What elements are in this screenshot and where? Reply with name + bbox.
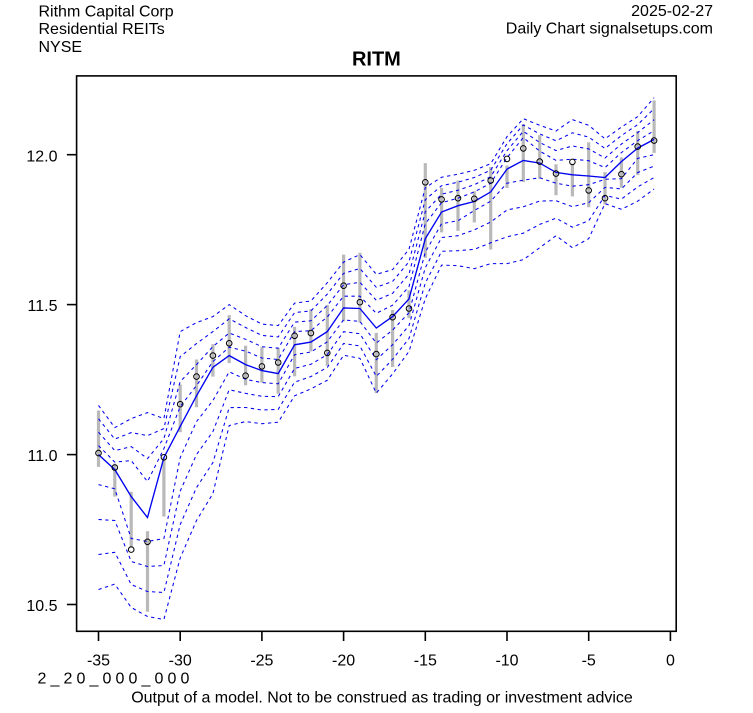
- svg-text:Daily Chart signalsetups.com: Daily Chart signalsetups.com: [506, 20, 713, 37]
- svg-text:-10: -10: [495, 652, 518, 669]
- svg-text:NYSE: NYSE: [39, 39, 83, 56]
- svg-text:-20: -20: [332, 652, 355, 669]
- svg-text:0: 0: [666, 652, 675, 669]
- svg-text:Residential REITs: Residential REITs: [39, 21, 165, 38]
- svg-text:2025-02-27: 2025-02-27: [631, 3, 713, 20]
- svg-text:-35: -35: [87, 652, 110, 669]
- svg-text:11.5: 11.5: [28, 298, 58, 315]
- svg-text:-25: -25: [250, 652, 273, 669]
- svg-text:-15: -15: [414, 652, 437, 669]
- svg-text:2_20_000_000: 2_20_000_000: [38, 671, 194, 688]
- svg-text:-5: -5: [582, 652, 596, 669]
- svg-text:Output of a model. Not to be c: Output of a model. Not to be construed a…: [131, 690, 633, 707]
- svg-text:11.0: 11.0: [28, 448, 58, 465]
- svg-text:-30: -30: [169, 652, 192, 669]
- svg-text:RITM: RITM: [352, 49, 401, 71]
- svg-text:10.5: 10.5: [26, 598, 57, 615]
- svg-text:12.0: 12.0: [26, 148, 57, 165]
- svg-text:Rithm Capital Corp: Rithm Capital Corp: [39, 4, 174, 21]
